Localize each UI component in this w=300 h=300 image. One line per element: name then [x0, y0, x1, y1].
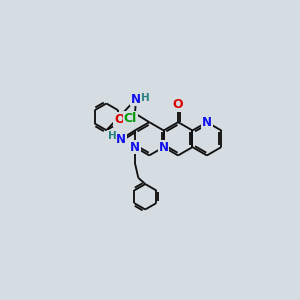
Text: O: O — [173, 98, 183, 111]
Text: N: N — [202, 116, 212, 129]
Text: O: O — [114, 113, 124, 126]
Text: N: N — [116, 133, 126, 146]
Text: N: N — [159, 141, 169, 154]
Text: Cl: Cl — [124, 112, 137, 125]
Text: H: H — [108, 131, 117, 141]
Text: N: N — [131, 93, 141, 106]
Text: N: N — [130, 141, 140, 154]
Text: H: H — [140, 93, 149, 103]
